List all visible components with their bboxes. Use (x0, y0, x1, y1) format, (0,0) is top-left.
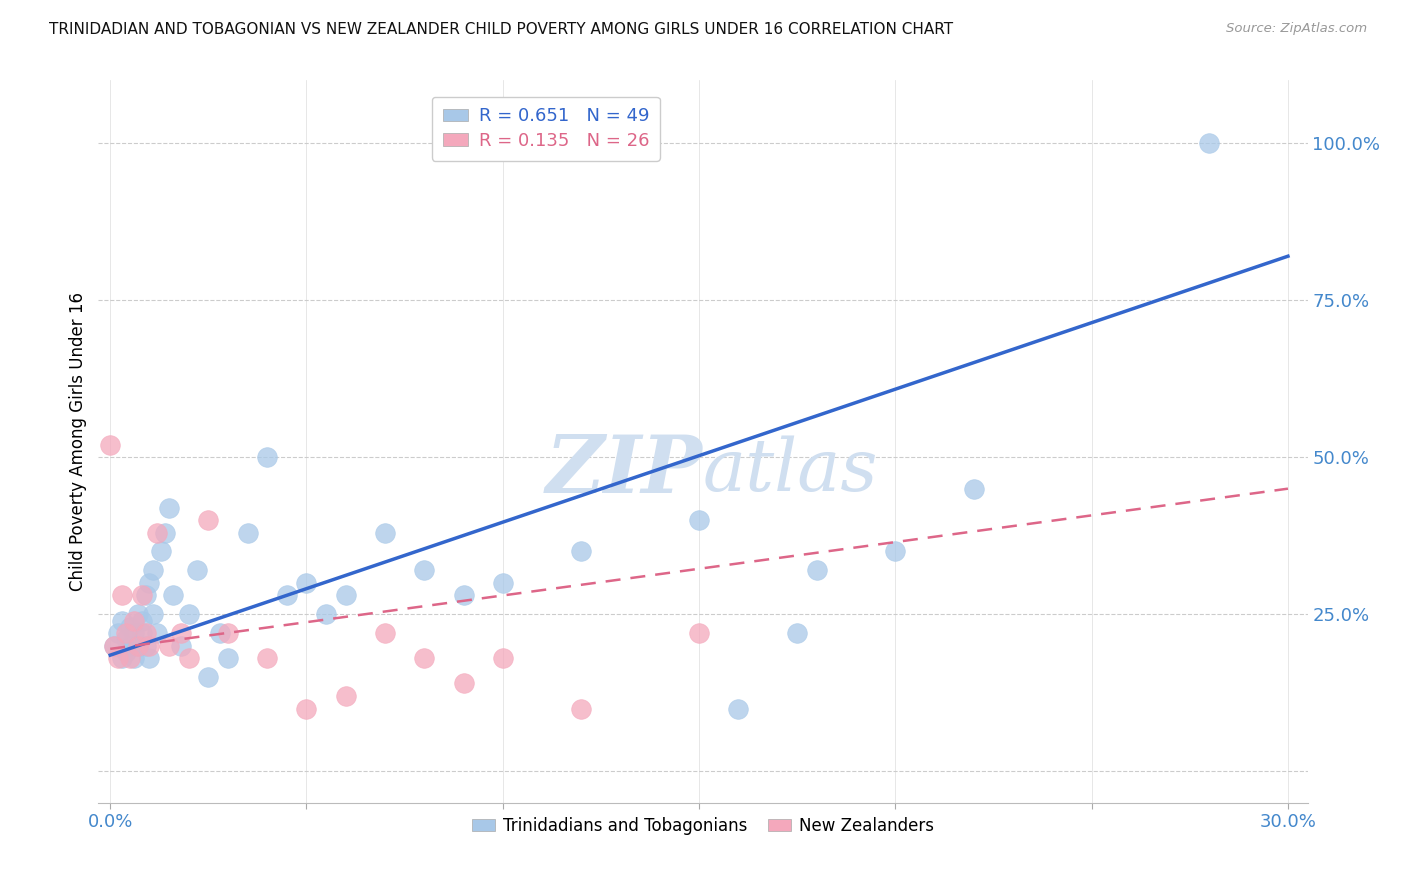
Point (335, 589, 357, 603)
Point (138, 639, 160, 653)
Point (153, 525, 176, 540)
Point (122, 626, 145, 640)
Point (453, 589, 475, 603)
Point (135, 626, 157, 640)
Point (295, 701, 318, 715)
Text: ZIP: ZIP (546, 432, 703, 509)
Point (131, 614, 153, 628)
Point (374, 626, 396, 640)
Point (1198, 136, 1220, 150)
Point (138, 651, 160, 665)
Point (115, 626, 138, 640)
Point (209, 626, 232, 640)
Point (688, 626, 710, 640)
Point (138, 575, 160, 590)
Point (98, 438, 121, 452)
Point (413, 651, 436, 665)
Point (197, 513, 219, 527)
Point (256, 651, 278, 665)
Point (157, 639, 180, 653)
Point (276, 589, 298, 603)
Point (118, 620, 141, 634)
Point (127, 639, 149, 653)
Point (217, 626, 239, 640)
Point (492, 575, 515, 590)
Point (135, 639, 157, 653)
Point (142, 607, 165, 622)
Point (453, 676, 475, 690)
Point (315, 607, 337, 622)
Point (374, 525, 396, 540)
Point (963, 482, 986, 496)
Y-axis label: Child Poverty Among Girls Under 16: Child Poverty Among Girls Under 16 (69, 292, 87, 591)
Point (688, 513, 710, 527)
Point (569, 701, 592, 715)
Point (170, 639, 193, 653)
Point (236, 525, 259, 540)
Point (177, 651, 200, 665)
Point (142, 563, 165, 577)
Point (111, 651, 134, 665)
Point (135, 589, 157, 603)
Point (131, 589, 153, 603)
Point (127, 639, 149, 653)
Point (122, 614, 145, 628)
Point (786, 626, 808, 640)
Point (111, 614, 134, 628)
Point (492, 651, 515, 665)
Point (884, 544, 907, 558)
Point (197, 670, 219, 684)
Point (727, 701, 749, 715)
Point (806, 563, 828, 577)
Point (122, 651, 145, 665)
Point (146, 525, 169, 540)
Point (150, 544, 173, 558)
Point (162, 589, 184, 603)
Text: TRINIDADIAN AND TOBAGONIAN VS NEW ZEALANDER CHILD POVERTY AMONG GIRLS UNDER 16 C: TRINIDADIAN AND TOBAGONIAN VS NEW ZEALAN… (49, 22, 953, 37)
Point (335, 689, 357, 703)
Point (413, 563, 436, 577)
Point (103, 639, 125, 653)
Legend: Trinidadians and Tobagonians, New Zealanders: Trinidadians and Tobagonians, New Zealan… (465, 810, 941, 841)
Point (111, 589, 134, 603)
Point (177, 607, 200, 622)
Point (157, 500, 180, 515)
Point (115, 645, 138, 659)
Point (115, 632, 138, 647)
Point (295, 575, 318, 590)
Point (256, 450, 278, 465)
Point (186, 563, 208, 577)
Point (131, 626, 153, 640)
Text: Source: ZipAtlas.com: Source: ZipAtlas.com (1226, 22, 1367, 36)
Point (107, 626, 129, 640)
Point (146, 626, 169, 640)
Point (127, 607, 149, 622)
Point (170, 626, 193, 640)
Point (217, 651, 239, 665)
Point (103, 639, 125, 653)
Point (569, 544, 592, 558)
Point (107, 651, 129, 665)
Text: atlas: atlas (703, 435, 879, 506)
Point (118, 639, 141, 653)
Point (118, 651, 141, 665)
